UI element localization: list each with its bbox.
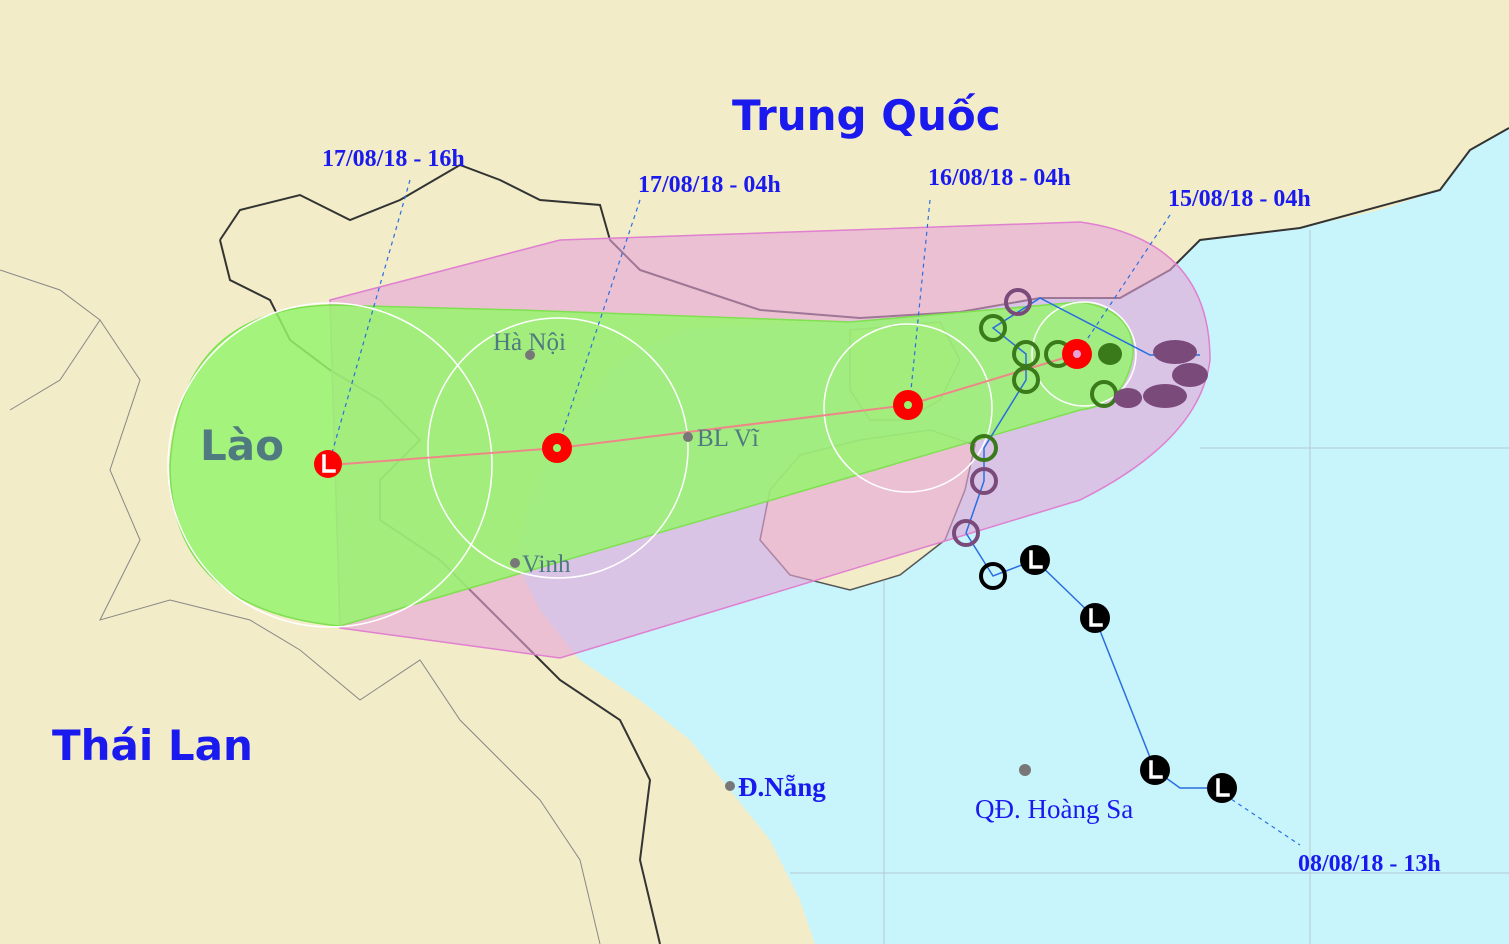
label-laos: Lào: [200, 421, 284, 470]
low-pressure-icon: [1080, 603, 1110, 633]
timestamp-label: 16/08/18 - 04h: [928, 165, 1071, 191]
label-hanoi: Hà Nội: [493, 329, 566, 356]
timestamp-label: 15/08/18 - 04h: [1168, 186, 1311, 212]
past-storm-markers: [1098, 340, 1208, 408]
strong-wind-zone: [169, 301, 1134, 627]
forecast-path: [329, 353, 1078, 466]
label-thailand: Thái Lan: [52, 721, 253, 770]
label-hoang-sa: QĐ. Hoàng Sa: [975, 794, 1133, 824]
timestamp-label: 08/08/18 - 13h: [1298, 851, 1441, 877]
province-lines: [0, 269, 601, 944]
low-pressure-icon: [1020, 545, 1050, 575]
timestamp-label: 17/08/18 - 04h: [638, 172, 781, 198]
label-bach-long-vi: BL Vĩ: [697, 425, 760, 452]
past-track: [965, 297, 1222, 789]
low-pressure-icon: [314, 450, 342, 478]
low-pressure-icon: [1140, 755, 1170, 785]
label-china: Trung Quốc: [732, 91, 1001, 140]
city-dots: [510, 350, 1031, 791]
label-da-nang: Đ.Nẵng: [738, 772, 826, 802]
forecast-circles: [167, 301, 1137, 628]
label-vinh: Vinh: [522, 551, 571, 578]
low-pressure-markers: [1020, 545, 1237, 803]
timestamp-label: 17/08/18 - 16h: [322, 146, 465, 172]
low-pressure-icon: [1207, 773, 1237, 803]
tropical-storm-icon: [893, 390, 923, 420]
timestamp-leaders: [329, 179, 1301, 846]
tropical-storm-icon: [542, 433, 572, 463]
grid-lines: [790, 230, 1509, 944]
tropical-storm-icon: [1062, 339, 1092, 369]
